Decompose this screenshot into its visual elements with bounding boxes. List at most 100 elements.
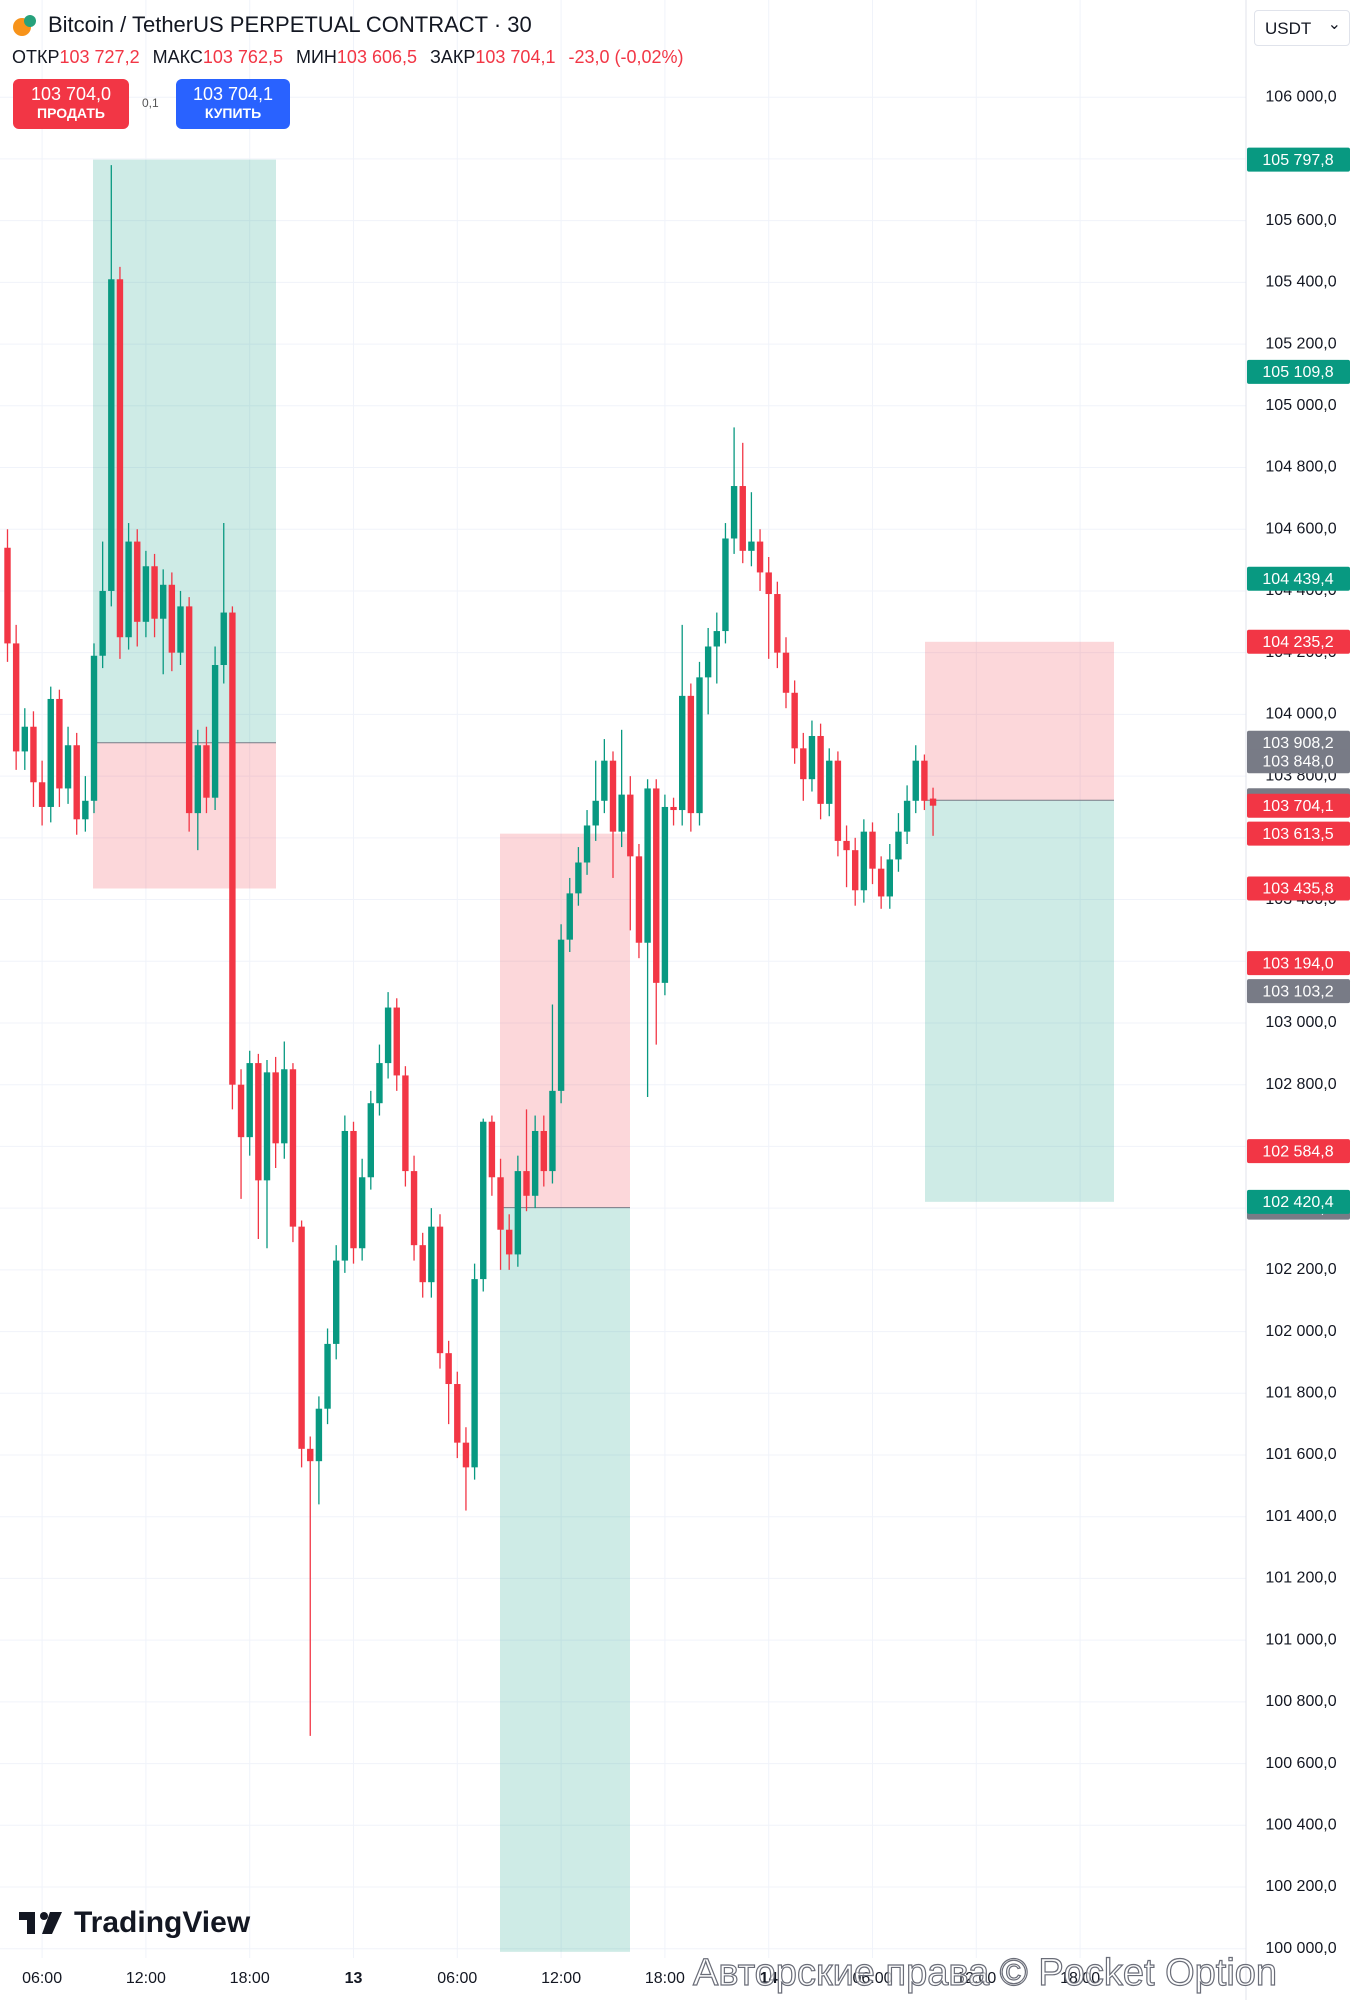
y-tick-label: 104 600,0	[1265, 520, 1336, 537]
y-tick-label: 104 800,0	[1265, 459, 1336, 476]
ohlc-legend: ОТКР103 727,2 МАКС103 762,5 МИН103 606,5…	[12, 47, 692, 68]
x-tick-label: 18:00	[645, 1970, 685, 1987]
y-tick-label: 100 600,0	[1265, 1755, 1336, 1772]
candle-body	[506, 1229, 513, 1255]
candle-body	[748, 541, 755, 551]
price-label-box	[1247, 566, 1350, 591]
price-label: 103 435,8	[1262, 881, 1333, 898]
grid	[0, 0, 1246, 1958]
candle-body	[38, 782, 46, 807]
logo-icon	[40, 1912, 48, 1920]
price-label-box	[1247, 793, 1350, 818]
candle-body	[679, 695, 686, 811]
price-label: 103 848,0	[1262, 754, 1333, 771]
y-tick-label: 101 200,0	[1265, 1570, 1336, 1587]
candle-body	[428, 1226, 435, 1283]
candle-body	[670, 806, 677, 811]
candle-body	[817, 735, 824, 804]
price-label: 104 439,4	[1262, 571, 1333, 588]
price-label-box	[1247, 629, 1350, 654]
currency-select[interactable]: USDT	[1254, 7, 1350, 46]
profit-zone	[925, 800, 1114, 1202]
y-tick-label: 106 000,0	[1265, 88, 1336, 105]
candle-body	[462, 1442, 470, 1468]
candle-body	[229, 612, 236, 1085]
buy-price: 103 704,1	[192, 84, 274, 104]
candle-body	[56, 698, 63, 789]
candle-body	[402, 1075, 409, 1172]
candle-body	[263, 1072, 271, 1181]
candle-body	[488, 1121, 496, 1178]
candle-body	[471, 1279, 478, 1468]
candle-body	[151, 566, 158, 619]
candle-body	[108, 279, 115, 591]
candle-body	[774, 594, 781, 653]
price-label: 103 704,1	[1262, 798, 1333, 815]
x-tick-label: 06:00	[22, 1970, 62, 1987]
y-tick-label: 105 000,0	[1265, 397, 1336, 414]
candle-body	[272, 1072, 279, 1144]
ohlc-label: ЗАКР	[430, 47, 476, 67]
candle-body	[730, 486, 738, 539]
candle-body	[237, 1084, 245, 1138]
candle-body	[826, 760, 833, 804]
candle-body	[298, 1226, 305, 1449]
candle-body	[843, 840, 850, 851]
logo-icon	[27, 1912, 35, 1934]
candle-body	[877, 868, 885, 897]
price-label-box	[1247, 876, 1350, 901]
candle-body	[12, 643, 20, 752]
candle-body	[255, 1063, 262, 1181]
y-tick-label: 101 800,0	[1265, 1385, 1336, 1402]
candle-body	[480, 1121, 487, 1280]
candle-body	[333, 1260, 340, 1344]
candle-body	[514, 1171, 522, 1255]
candle-body	[160, 584, 167, 619]
price-label: 105 797,8	[1262, 152, 1333, 169]
price-label-box	[1247, 1189, 1350, 1214]
candle-body	[47, 698, 54, 807]
candle-body	[289, 1069, 297, 1227]
candle-body	[64, 745, 72, 789]
candle-body	[661, 806, 669, 983]
ohlc-value: 103 606,5	[336, 47, 417, 67]
sell-button[interactable]: 103 704,0 ПРОДАТЬ	[13, 79, 129, 129]
candle-body	[315, 1408, 323, 1462]
price-label: 103 194,0	[1262, 955, 1333, 972]
price-label: 102 420,4	[1262, 1194, 1333, 1211]
profit-zone	[500, 1207, 630, 1952]
candle-body	[436, 1226, 444, 1354]
candle-body	[791, 692, 798, 749]
candle-body	[384, 1007, 392, 1064]
candle-body	[886, 859, 893, 897]
candle-body	[912, 760, 919, 801]
price-label: 103 908,2	[1262, 735, 1333, 752]
price-label: 103 613,5	[1262, 826, 1333, 843]
y-tick-label: 100 000,0	[1265, 1940, 1336, 1957]
time-axis: 06:00 12:00 18:00 13 06:00 12:00 18:00 14 06:00 1…	[22, 1970, 1100, 1987]
candle-body	[722, 538, 729, 632]
price-label-box	[1247, 821, 1350, 846]
candle-body	[523, 1171, 530, 1196]
x-tick-label: 18:00	[230, 1970, 270, 1987]
candle-body	[203, 745, 210, 798]
candle-body	[765, 572, 772, 595]
candle-body	[860, 831, 868, 891]
candle-body	[549, 1090, 556, 1172]
x-tick-label: 18:00	[1060, 1970, 1100, 1987]
x-tick-label: 06:00	[852, 1970, 892, 1987]
x-tick-label: 13	[345, 1970, 363, 1987]
candle-body	[82, 800, 89, 820]
candle-body	[497, 1177, 504, 1230]
candle-body	[627, 794, 634, 857]
ohlc-value: 103 762,5	[202, 47, 283, 67]
candle-body	[869, 831, 876, 869]
candle-body	[30, 726, 37, 783]
candle-body	[125, 541, 132, 638]
candle-body	[99, 590, 106, 656]
candle-body	[618, 794, 625, 832]
candle-body	[281, 1069, 288, 1144]
candle-body	[341, 1130, 349, 1261]
buy-button[interactable]: 103 704,1 КУПИТЬ	[176, 79, 290, 129]
candle-body	[782, 652, 790, 693]
